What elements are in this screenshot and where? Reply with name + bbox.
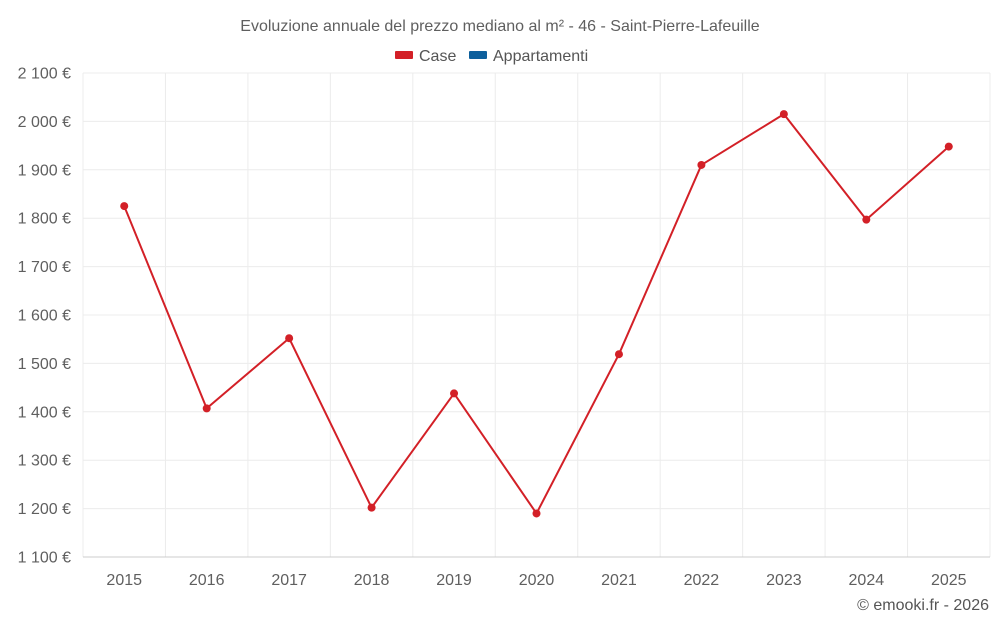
legend-item-appartamenti[interactable]: Appartamenti — [469, 48, 588, 65]
legend-swatch-appartamenti — [469, 51, 487, 59]
y-tick-label: 2 100 € — [18, 66, 71, 83]
y-tick-label: 1 500 € — [18, 356, 71, 373]
legend: Case Appartamenti — [395, 48, 588, 65]
y-axis-ticks: 1 100 € 1 200 € 1 300 € 1 400 € 1 500 € 1 600… — [18, 66, 71, 567]
legend-item-case[interactable]: Case — [395, 48, 456, 65]
x-tick-label: 2018 — [354, 572, 390, 589]
data-point[interactable] — [367, 503, 376, 512]
y-tick-label: 1 300 € — [18, 453, 71, 470]
chart-title: Evoluzione annuale del prezzo mediano al… — [240, 18, 759, 35]
data-point[interactable] — [120, 202, 129, 211]
x-tick-label: 2017 — [271, 572, 307, 589]
y-tick-label: 1 900 € — [18, 162, 71, 179]
legend-swatch-case — [395, 51, 413, 59]
y-tick-label: 1 600 € — [18, 308, 71, 325]
x-tick-label: 2024 — [849, 572, 885, 589]
data-point[interactable] — [779, 110, 788, 119]
legend-label-case: Case — [419, 48, 456, 65]
data-point[interactable] — [285, 334, 294, 343]
x-tick-label: 2015 — [106, 572, 142, 589]
x-tick-label: 2019 — [436, 572, 472, 589]
x-tick-label: 2023 — [766, 572, 802, 589]
y-tick-label: 1 400 € — [18, 404, 71, 421]
data-point[interactable] — [614, 350, 623, 359]
x-tick-label: 2025 — [931, 572, 967, 589]
credit-text: © emooki.fr - 2026 — [857, 597, 989, 614]
data-point[interactable] — [862, 215, 871, 224]
legend-label-appartamenti: Appartamenti — [493, 48, 588, 65]
data-point[interactable] — [532, 509, 541, 518]
grid-layer — [82, 72, 991, 557]
data-point[interactable] — [202, 404, 211, 413]
y-tick-label: 1 700 € — [18, 259, 71, 276]
y-tick-label: 2 000 € — [18, 114, 71, 131]
data-point[interactable] — [697, 160, 706, 169]
y-tick-label: 1 100 € — [18, 550, 71, 567]
x-tick-label: 2020 — [519, 572, 555, 589]
y-tick-label: 1 800 € — [18, 211, 71, 228]
x-tick-label: 2021 — [601, 572, 637, 589]
x-axis-ticks: 2015 2016 2017 2018 2019 2020 2021 2022 2023 2024… — [106, 572, 966, 589]
data-point[interactable] — [450, 389, 459, 398]
x-tick-label: 2022 — [684, 572, 720, 589]
data-point[interactable] — [944, 142, 953, 151]
series-layer — [120, 110, 953, 518]
y-tick-label: 1 200 € — [18, 501, 71, 518]
x-tick-label: 2016 — [189, 572, 225, 589]
